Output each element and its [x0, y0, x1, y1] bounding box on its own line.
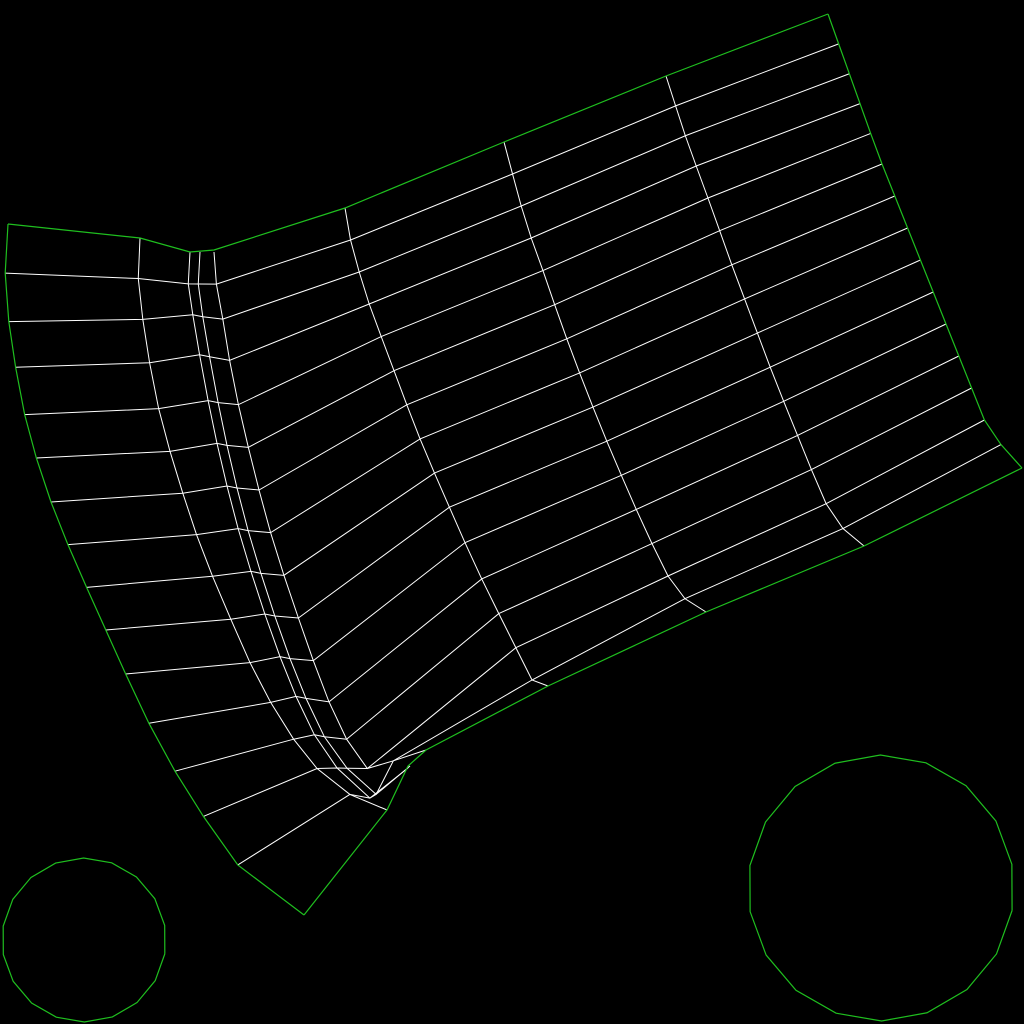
mesh-column-line [187, 251, 409, 799]
boundary-right-edge [827, 13, 1023, 469]
circle-outlines [2, 754, 1013, 1023]
mesh-column-line [197, 251, 411, 796]
mesh-row-line [174, 387, 972, 772]
mesh-column-line [213, 251, 427, 770]
mesh-column-line [344, 207, 549, 687]
mesh-row-line [15, 103, 861, 368]
mesh-column-line [665, 75, 865, 547]
mesh-column-line [503, 141, 707, 613]
mesh-row-line [237, 444, 1002, 866]
mesh-row-line [24, 133, 871, 416]
mesh-row-line [67, 227, 908, 546]
mesh-row-line [203, 419, 985, 817]
mesh-row-line [86, 259, 921, 588]
boundary-left-edge [4, 223, 305, 916]
mesh-row-line [148, 355, 960, 724]
mesh-column-line [137, 237, 388, 811]
mesh-boundary [4, 13, 1023, 916]
mesh-row-line [36, 163, 883, 459]
mesh-row-line [105, 291, 934, 631]
large-circle-outline [749, 754, 1013, 1022]
mesh-grid [5, 43, 1002, 866]
mesh-row-line [5, 43, 839, 285]
mesh-row-line [8, 73, 850, 323]
mesh-row-line [125, 323, 947, 675]
small-circle-outline [2, 857, 166, 1023]
mesh-row-line [50, 195, 895, 503]
boundary-top-edge [7, 13, 829, 253]
boundary-bottom-edge [303, 467, 1023, 916]
